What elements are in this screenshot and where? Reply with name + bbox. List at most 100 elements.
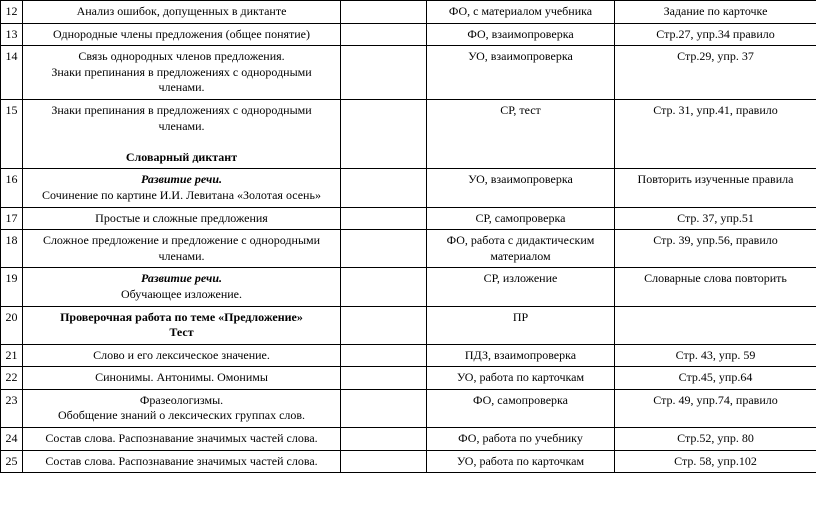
topic-line: Простые и сложные предложения	[27, 211, 336, 227]
topic-line: Синонимы. Антонимы. Омонимы	[27, 370, 336, 386]
topic-line: Проверочная работа по теме «Предложение»	[27, 310, 336, 326]
topic-cell: Однородные члены предложения (общее поня…	[23, 23, 341, 46]
row-number: 17	[1, 207, 23, 230]
row-number: 18	[1, 230, 23, 268]
topic-line: Состав слова. Распознавание значимых час…	[27, 454, 336, 470]
homework-cell: Стр. 49, упр.74, правило	[615, 389, 816, 427]
table-row: 17Простые и сложные предложения СР, самоп…	[1, 207, 816, 230]
topic-cell: Состав слова. Распознавание значимых час…	[23, 428, 341, 451]
method-cell: ПДЗ, взаимопроверка	[427, 344, 615, 367]
homework-cell: Задание по карточке	[615, 1, 816, 24]
empty-cell	[341, 230, 427, 268]
method-cell: ПР	[427, 306, 615, 344]
table-row: 21Слово и его лексическое значение. ПДЗ, …	[1, 344, 816, 367]
row-number: 12	[1, 1, 23, 24]
topic-cell: Синонимы. Антонимы. Омонимы	[23, 367, 341, 390]
method-cell: СР, изложение	[427, 268, 615, 306]
method-cell: СР, самопроверка	[427, 207, 615, 230]
row-number: 13	[1, 23, 23, 46]
topic-line	[27, 134, 336, 150]
homework-cell: Стр. 58, упр.102	[615, 450, 816, 473]
table-row: 20Проверочная работа по теме «Предложени…	[1, 306, 816, 344]
topic-cell: Простые и сложные предложения	[23, 207, 341, 230]
method-cell: УО, работа по карточкам	[427, 367, 615, 390]
homework-cell: Стр. 37, упр.51	[615, 207, 816, 230]
topic-line: Анализ ошибок, допущенных в диктанте	[27, 4, 336, 20]
topic-cell: Сложное предложение и предложение с одно…	[23, 230, 341, 268]
homework-cell: Стр.27, упр.34 правило	[615, 23, 816, 46]
empty-cell	[341, 268, 427, 306]
row-number: 22	[1, 367, 23, 390]
topic-cell: Анализ ошибок, допущенных в диктанте	[23, 1, 341, 24]
topic-cell: Связь однородных членов предложения.Знак…	[23, 46, 341, 100]
row-number: 21	[1, 344, 23, 367]
homework-cell: Стр.52, упр. 80	[615, 428, 816, 451]
topic-cell: Развитие речи.Сочинение по картине И.И. …	[23, 169, 341, 207]
topic-cell: Знаки препинания в предложениях с одноро…	[23, 99, 341, 168]
topic-line: Знаки препинания в предложениях с одноро…	[27, 103, 336, 134]
row-number: 14	[1, 46, 23, 100]
row-number: 24	[1, 428, 23, 451]
row-number: 23	[1, 389, 23, 427]
table-row: 14Связь однородных членов предложения.Зн…	[1, 46, 816, 100]
row-number: 20	[1, 306, 23, 344]
empty-cell	[341, 23, 427, 46]
topic-line: Сложное предложение и предложение с одно…	[27, 233, 336, 264]
homework-cell: Словарные слова повторить	[615, 268, 816, 306]
topic-line: Сочинение по картине И.И. Левитана «Золо…	[27, 188, 336, 204]
topic-cell: Фразеологизмы.Обобщение знаний о лексиче…	[23, 389, 341, 427]
method-cell: ФО, взаимопроверка	[427, 23, 615, 46]
topic-line: Однородные члены предложения (общее поня…	[27, 27, 336, 43]
topic-cell: Состав слова. Распознавание значимых час…	[23, 450, 341, 473]
table-row: 22Синонимы. Антонимы. Омонимы УО, работа …	[1, 367, 816, 390]
method-cell: ФО, с материалом учебника	[427, 1, 615, 24]
empty-cell	[341, 389, 427, 427]
method-cell: УО, работа по карточкам	[427, 450, 615, 473]
empty-cell	[341, 1, 427, 24]
empty-cell	[341, 169, 427, 207]
homework-cell	[615, 306, 816, 344]
empty-cell	[341, 207, 427, 230]
homework-cell: Стр.29, упр. 37	[615, 46, 816, 100]
row-number: 25	[1, 450, 23, 473]
topic-line: Развитие речи.	[27, 271, 336, 287]
topic-line: Слово и его лексическое значение.	[27, 348, 336, 364]
empty-cell	[341, 344, 427, 367]
method-cell: СР, тест	[427, 99, 615, 168]
row-number: 16	[1, 169, 23, 207]
curriculum-table: 12Анализ ошибок, допущенных в диктанте ФО…	[0, 0, 816, 473]
table-row: 23Фразеологизмы.Обобщение знаний о лекси…	[1, 389, 816, 427]
topic-line: Обобщение знаний о лексических группах с…	[27, 408, 336, 424]
topic-line: Связь однородных членов предложения.	[27, 49, 336, 65]
method-cell: УО, взаимопроверка	[427, 169, 615, 207]
topic-line: Состав слова. Распознавание значимых час…	[27, 431, 336, 447]
topic-line: Фразеологизмы.	[27, 393, 336, 409]
empty-cell	[341, 46, 427, 100]
table-row: 12Анализ ошибок, допущенных в диктанте ФО…	[1, 1, 816, 24]
topic-line: Знаки препинания в предложениях с одноро…	[27, 65, 336, 96]
topic-cell: Развитие речи.Обучающее изложение.	[23, 268, 341, 306]
table-row: 15Знаки препинания в предложениях с одно…	[1, 99, 816, 168]
homework-cell: Стр. 39, упр.56, правило	[615, 230, 816, 268]
row-number: 15	[1, 99, 23, 168]
table-row: 18Сложное предложение и предложение с од…	[1, 230, 816, 268]
empty-cell	[341, 99, 427, 168]
homework-cell: Стр. 43, упр. 59	[615, 344, 816, 367]
empty-cell	[341, 367, 427, 390]
method-cell: ФО, самопроверка	[427, 389, 615, 427]
homework-cell: Стр. 31, упр.41, правило	[615, 99, 816, 168]
topic-line: Словарный диктант	[27, 150, 336, 166]
table-row: 19Развитие речи.Обучающее изложение. СР, …	[1, 268, 816, 306]
method-cell: ФО, работа с дидактическим материалом	[427, 230, 615, 268]
table-row: 24Состав слова. Распознавание значимых ч…	[1, 428, 816, 451]
row-number: 19	[1, 268, 23, 306]
homework-cell: Стр.45, упр.64	[615, 367, 816, 390]
topic-line: Развитие речи.	[27, 172, 336, 188]
table-row: 25Состав слова. Распознавание значимых ч…	[1, 450, 816, 473]
topic-cell: Проверочная работа по теме «Предложение»…	[23, 306, 341, 344]
topic-line: Обучающее изложение.	[27, 287, 336, 303]
homework-cell: Повторить изученные правила	[615, 169, 816, 207]
topic-cell: Слово и его лексическое значение.	[23, 344, 341, 367]
empty-cell	[341, 450, 427, 473]
empty-cell	[341, 306, 427, 344]
